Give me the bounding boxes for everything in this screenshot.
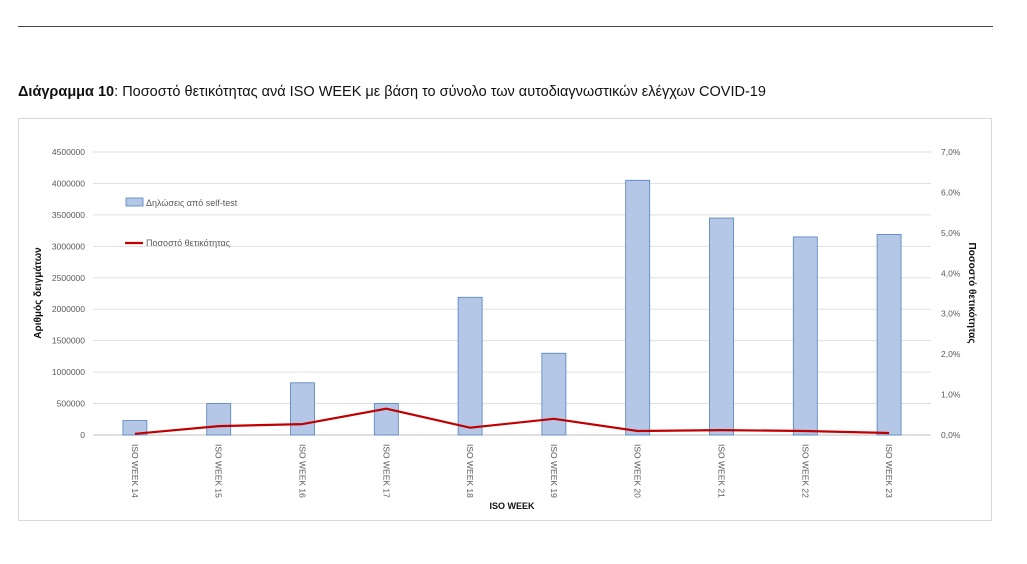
figure-caption: Διάγραμμα 10: Ποσοστό θετικότητας ανά IS… <box>18 84 766 100</box>
positivity-line <box>134 407 890 435</box>
legend-swatch-bars <box>125 197 144 207</box>
y-tick-label: 500000 <box>57 399 86 409</box>
bar <box>709 217 734 436</box>
gridlines <box>93 151 931 436</box>
x-tick-label: ISO WEEK 20 <box>633 444 643 498</box>
y2-tick-label: 7,0% <box>941 147 961 157</box>
legend-label-bars: Δηλώσεις από self-test <box>146 198 238 208</box>
chart-frame <box>18 118 992 521</box>
y-tick-label: 4500000 <box>52 147 85 157</box>
y-tick-label: 1000000 <box>52 367 85 377</box>
y-axis-title: Αριθμός δειγμάτων <box>33 247 44 339</box>
y-tick-label: 4000000 <box>52 178 85 188</box>
y-tick-label: 0 <box>80 430 85 440</box>
x-tick-label: ISO WEEK 18 <box>465 444 475 498</box>
caption-label: Διάγραμμα 10 <box>18 84 115 100</box>
x-tick-label: ISO WEEK 17 <box>381 444 391 498</box>
x-axis-ticks: ISO WEEK 14 ISO WEEK 15 ISO WEEK 16 ISO WEE… <box>130 444 894 498</box>
caption-text: Ποσοστό θετικότητας ανά ISO WEEK με βάση… <box>118 84 766 100</box>
y2-tick-label: 4,0% <box>941 268 961 278</box>
x-tick-label: ISO WEEK 19 <box>549 444 559 498</box>
y2-tick-label: 3,0% <box>941 309 961 319</box>
x-tick-label: ISO WEEK 15 <box>214 444 224 498</box>
x-tick-label: ISO WEEK 22 <box>800 444 810 498</box>
bar <box>876 233 902 436</box>
bar <box>290 382 315 436</box>
bar-series <box>122 179 902 436</box>
bar <box>457 296 483 436</box>
y2-tick-label: 1,0% <box>941 390 961 400</box>
bar <box>792 236 818 436</box>
left-axis-ticks: 0 500000 1000000 1500000 2000000 2500000 30000… <box>52 147 85 440</box>
y2-axis-title: Ποσοστό θετικότητας <box>966 242 977 343</box>
y-tick-label: 3000000 <box>52 241 85 251</box>
x-tick-label: ISO WEEK 23 <box>884 444 894 498</box>
bar <box>206 403 232 436</box>
right-axis-ticks: 0,0% 1,0% 2,0% 3,0% 4,0% 5,0% 6,0% 7,0% <box>941 147 961 440</box>
y-tick-label: 1500000 <box>52 336 85 346</box>
x-tick-label: ISO WEEK 21 <box>717 444 727 498</box>
line-series <box>134 407 890 435</box>
x-axis-title: ISO WEEK <box>489 501 535 511</box>
bar <box>122 420 148 436</box>
y-tick-label: 2000000 <box>52 304 85 314</box>
legend: Δηλώσεις από self-test Ποσοστό θετικότητα… <box>125 197 238 248</box>
legend-label-line: Ποσοστό θετικότητας <box>146 238 231 248</box>
top-rule <box>18 26 993 27</box>
y-tick-label: 2500000 <box>52 273 85 283</box>
y-tick-label: 3500000 <box>52 210 85 220</box>
bar <box>541 352 567 436</box>
caption-separator: : <box>114 84 119 100</box>
y2-tick-label: 6,0% <box>941 187 961 197</box>
y2-tick-label: 5,0% <box>941 228 961 238</box>
bar <box>625 179 651 436</box>
x-tick-label: ISO WEEK 16 <box>298 444 308 498</box>
x-tick-label: ISO WEEK 14 <box>130 444 140 498</box>
y2-tick-label: 0,0% <box>941 430 961 440</box>
y2-tick-label: 2,0% <box>941 349 961 359</box>
